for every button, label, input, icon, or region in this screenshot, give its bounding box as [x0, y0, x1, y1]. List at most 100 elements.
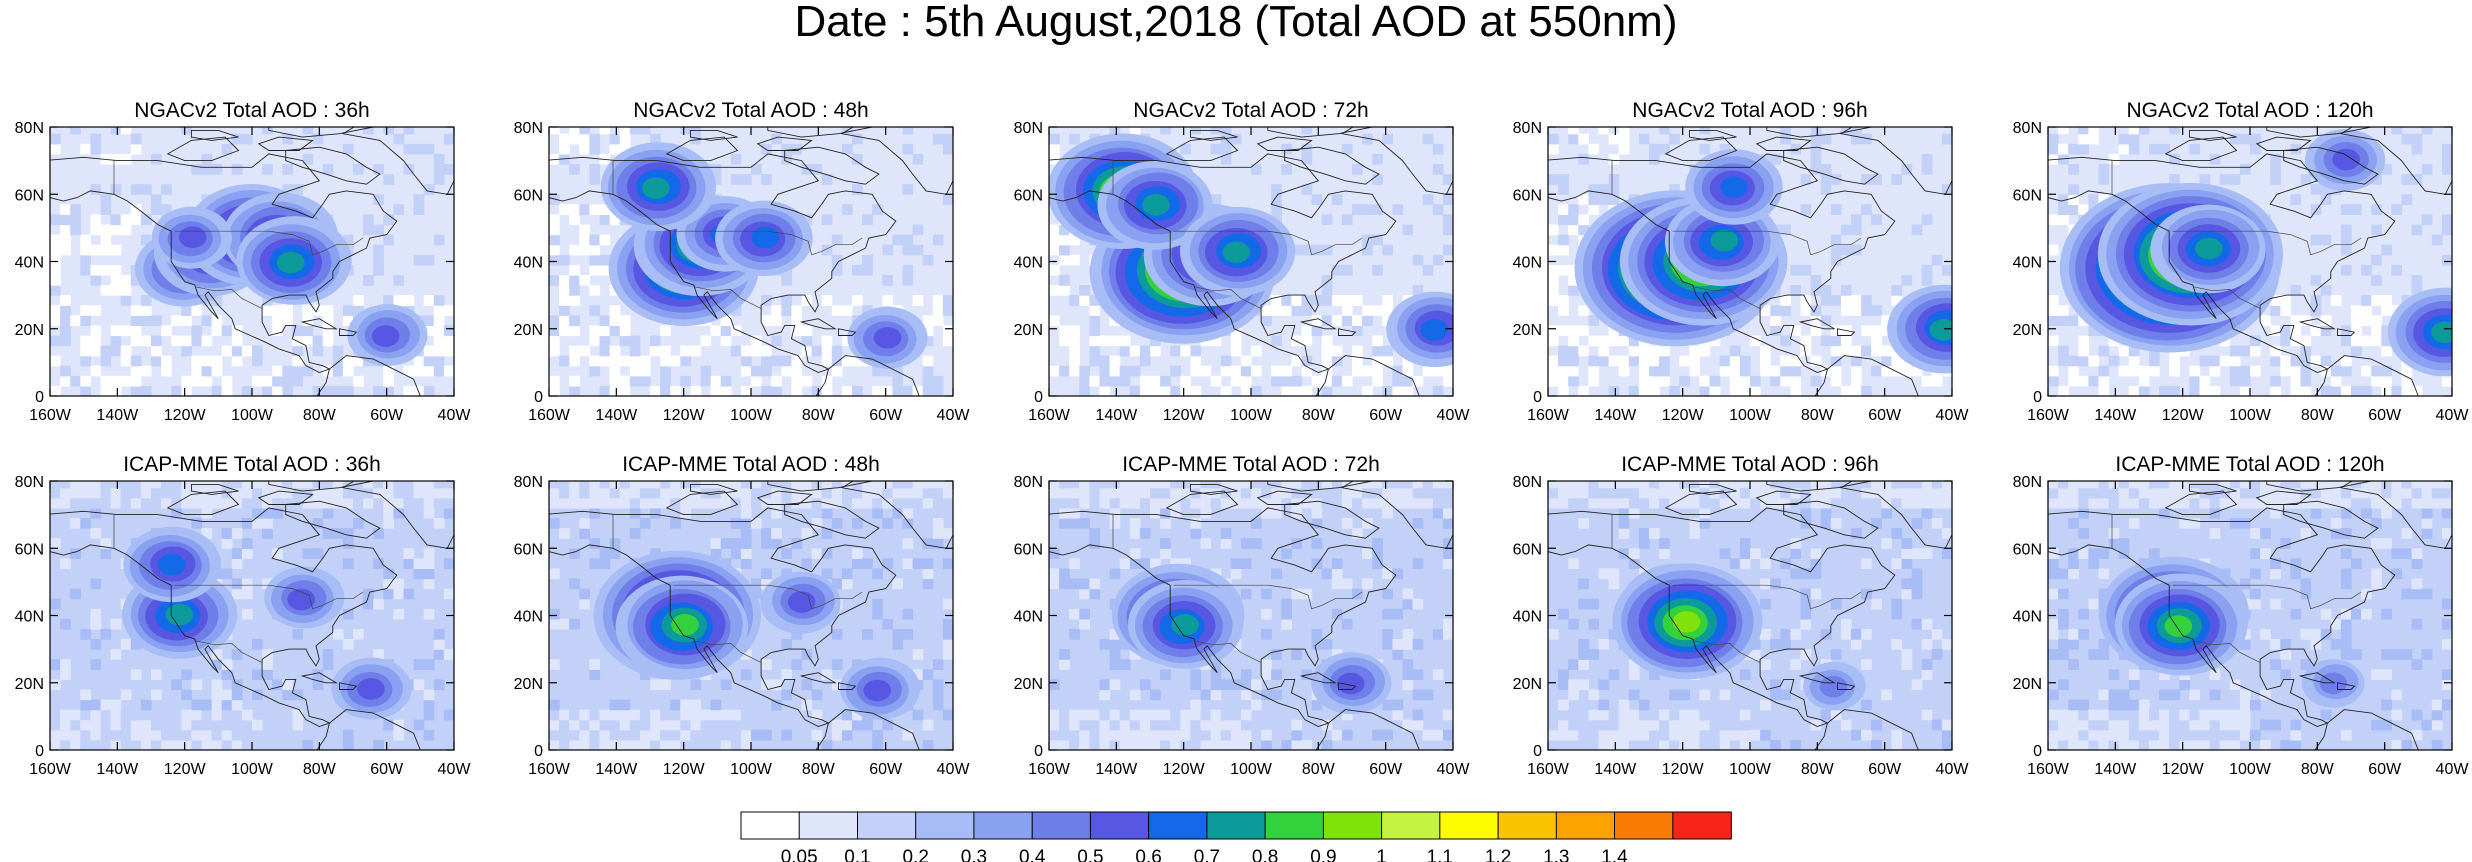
lon-tick-label: 40W	[438, 761, 472, 778]
lon-tick-label: 120W	[164, 761, 207, 778]
colorbar-label: 0.3	[961, 847, 987, 862]
aod-plume	[2319, 672, 2348, 695]
lat-tick-label: 40N	[514, 609, 543, 626]
aod-plume	[1420, 319, 1449, 341]
lat-tick-label: 20N	[1513, 676, 1542, 693]
lon-tick-label: 100W	[1729, 407, 1772, 424]
lon-tick-label: 40W	[1437, 761, 1471, 778]
lat-tick-label: 40N	[514, 255, 543, 272]
lat-tick-label: 40N	[2013, 255, 2042, 272]
aod-field	[549, 481, 953, 750]
aod-plume	[1710, 229, 1739, 252]
lon-tick-label: 80W	[1801, 761, 1835, 778]
aod-field	[1548, 127, 1952, 396]
lon-tick-label: 160W	[1527, 761, 1570, 778]
lon-tick-label: 60W	[1868, 407, 1902, 424]
panel-title: NGACv2 Total AOD : 48h	[633, 99, 868, 122]
lon-tick-label: 140W	[2094, 761, 2137, 778]
coastline	[50, 481, 454, 750]
aod-field	[2048, 127, 2452, 396]
panel-title: NGACv2 Total AOD : 72h	[1133, 99, 1368, 122]
lat-tick-label: 80N	[15, 474, 44, 491]
lon-tick-label: 80W	[2301, 407, 2335, 424]
colorbar-swatch	[1614, 811, 1674, 840]
lon-tick-label: 160W	[528, 407, 571, 424]
coastline	[549, 127, 953, 396]
lon-tick-label: 60W	[370, 407, 404, 424]
lon-tick-label: 160W	[29, 761, 72, 778]
lat-tick-label: 0	[2033, 389, 2042, 406]
lat-tick-label: 0	[534, 743, 543, 760]
colorbar-label: 0.5	[1077, 847, 1103, 862]
lat-tick-label: 80N	[1014, 474, 1043, 491]
aod-plume	[158, 553, 186, 576]
lat-tick-label: 20N	[1014, 322, 1043, 339]
lat-tick-label: 0	[2033, 743, 2042, 760]
colorbar-swatch	[1322, 811, 1383, 840]
lon-tick-label: 140W	[1095, 761, 1138, 778]
lat-tick-label: 40N	[15, 255, 44, 272]
aod-plume	[165, 603, 194, 626]
aod-plume	[1672, 611, 1701, 633]
lon-tick-label: 140W	[595, 761, 638, 778]
colorbar-swatch	[1264, 811, 1325, 840]
map-panel: 160W 140W 120W 100W 80W 60W 40W 0 20N 40N 60N 80N IC…	[15, 453, 472, 778]
aod-field	[1049, 127, 1453, 396]
lon-tick-label: 160W	[2027, 761, 2070, 778]
lon-tick-label: 40W	[1437, 407, 1471, 424]
colorbar-label: 0.4	[1019, 847, 1046, 862]
map-panel: 160W 140W 120W 100W 80W 60W 40W 0 20N 40N 60N 80N IC…	[514, 453, 971, 778]
colorbar-label: 0.6	[1135, 847, 1161, 862]
aod-plume	[1720, 176, 1748, 198]
lon-tick-label: 160W	[1527, 407, 1570, 424]
aod-plume	[1142, 194, 1170, 216]
lon-tick-label: 60W	[2368, 407, 2402, 424]
lat-tick-label: 60N	[1014, 541, 1043, 558]
lat-tick-label: 60N	[15, 541, 44, 558]
map-panel: 160W 140W 120W 100W 80W 60W 40W 0 20N 40N 60N 80N IC…	[1513, 453, 1970, 778]
aod-plume	[2332, 148, 2360, 171]
lat-tick-label: 0	[1034, 743, 1043, 760]
colorbar-label: 0.8	[1252, 847, 1278, 862]
lat-tick-label: 80N	[1513, 120, 1542, 137]
lat-tick-label: 80N	[1014, 120, 1043, 137]
colorbar-label: 0.2	[902, 847, 928, 862]
aod-plume	[1819, 675, 1848, 698]
lon-tick-label: 120W	[663, 407, 706, 424]
lat-tick-label: 0	[35, 389, 44, 406]
lon-tick-label: 40W	[438, 407, 472, 424]
lon-tick-label: 80W	[802, 761, 836, 778]
lon-tick-label: 140W	[2094, 407, 2137, 424]
aod-field	[1548, 481, 1952, 750]
lat-tick-label: 80N	[1513, 474, 1542, 491]
aod-plume	[751, 226, 780, 249]
coastline	[50, 127, 454, 396]
aod-plume	[2431, 321, 2452, 344]
lon-tick-label: 160W	[1028, 407, 1071, 424]
colorbar-swatch	[1672, 811, 1732, 840]
aod-field	[1049, 481, 1453, 750]
lat-tick-label: 60N	[1014, 187, 1043, 204]
lon-tick-label: 80W	[1302, 407, 1336, 424]
colorbar-label: 1.4	[1601, 847, 1628, 862]
lat-tick-label: 0	[1533, 389, 1542, 406]
colorbar-label: 1.1	[1427, 847, 1453, 862]
colorbar-swatch	[1439, 811, 1499, 840]
panel-title: ICAP-MME Total AOD : 120h	[2115, 453, 2384, 476]
lon-tick-label: 40W	[937, 407, 971, 424]
lon-tick-label: 140W	[96, 761, 139, 778]
lat-tick-label: 60N	[2013, 187, 2042, 204]
colorbar-swatch	[915, 811, 975, 840]
lon-tick-label: 140W	[1594, 761, 1637, 778]
lon-tick-label: 140W	[1095, 407, 1138, 424]
lon-tick-label: 120W	[663, 761, 706, 778]
lon-tick-label: 120W	[2162, 407, 2205, 424]
lon-tick-label: 160W	[2027, 407, 2070, 424]
lon-tick-label: 100W	[1230, 407, 1273, 424]
aod-plume	[2164, 615, 2193, 637]
lon-tick-label: 120W	[1163, 761, 1206, 778]
lon-tick-label: 140W	[595, 407, 638, 424]
lat-tick-label: 80N	[514, 120, 543, 137]
lon-tick-label: 60W	[869, 761, 903, 778]
